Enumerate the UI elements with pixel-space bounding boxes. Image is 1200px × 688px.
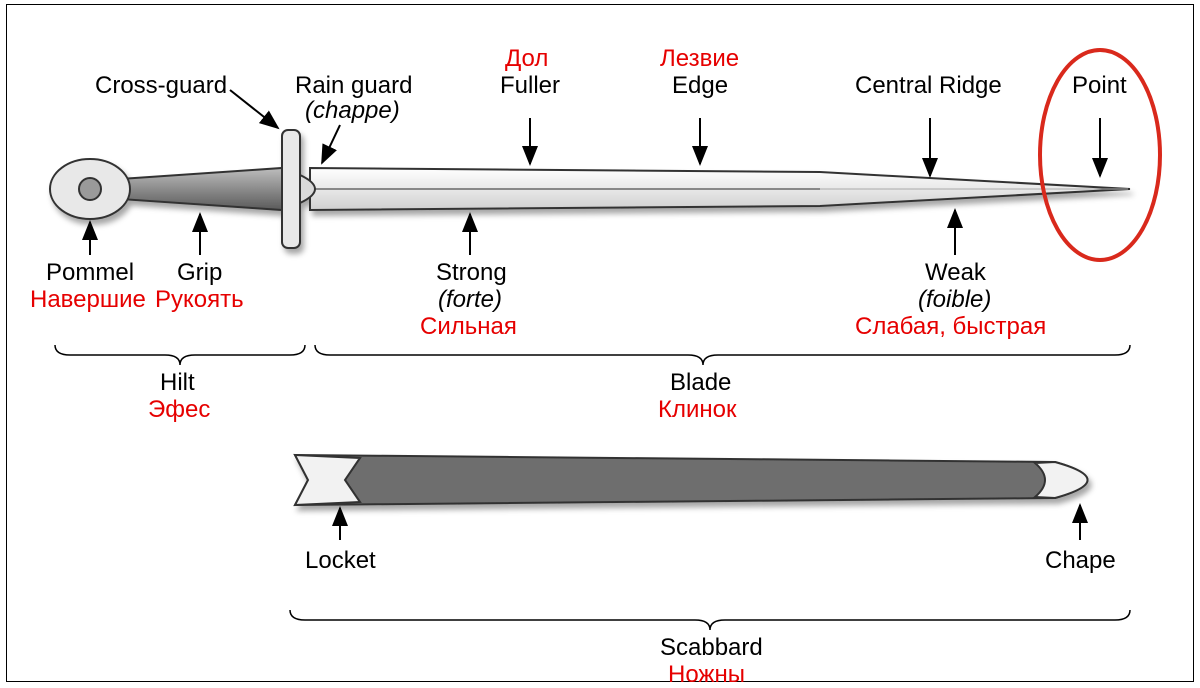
label-scabbard-ru: Ножны xyxy=(668,662,745,688)
label-pommel-en: Pommel xyxy=(46,260,134,286)
label-locket: Locket xyxy=(305,548,376,574)
label-weak-en: Weak xyxy=(925,260,986,286)
label-strong-it: (forte) xyxy=(438,287,502,313)
label-blade-ru: Клинок xyxy=(658,397,737,423)
diagram-frame xyxy=(6,4,1194,682)
label-centralridge: Central Ridge xyxy=(855,73,1002,99)
label-rainguard-en: Rain guard xyxy=(295,73,412,99)
label-edge-en: Edge xyxy=(672,73,728,99)
label-rainguard-it: (chappe) xyxy=(305,98,400,124)
label-chape: Chape xyxy=(1045,548,1116,574)
label-fuller-en: Fuller xyxy=(500,73,560,99)
label-crossguard: Cross-guard xyxy=(95,73,227,99)
label-scabbard-en: Scabbard xyxy=(660,635,763,661)
label-fuller-ru: Дол xyxy=(505,46,548,72)
label-hilt-ru: Эфес xyxy=(148,397,210,423)
label-weak-ru: Слабая, быстрая xyxy=(855,314,1046,340)
label-weak-it: (foible) xyxy=(918,287,991,313)
label-strong-en: Strong xyxy=(436,260,507,286)
label-edge-ru: Лезвие xyxy=(660,46,739,72)
label-point: Point xyxy=(1072,73,1127,99)
label-grip-en: Grip xyxy=(177,260,222,286)
label-strong-ru: Сильная xyxy=(420,314,517,340)
label-blade-en: Blade xyxy=(670,370,731,396)
label-hilt-en: Hilt xyxy=(160,370,195,396)
label-pommel-ru: Навершие xyxy=(30,287,146,313)
label-grip-ru: Рукоять xyxy=(155,287,244,313)
